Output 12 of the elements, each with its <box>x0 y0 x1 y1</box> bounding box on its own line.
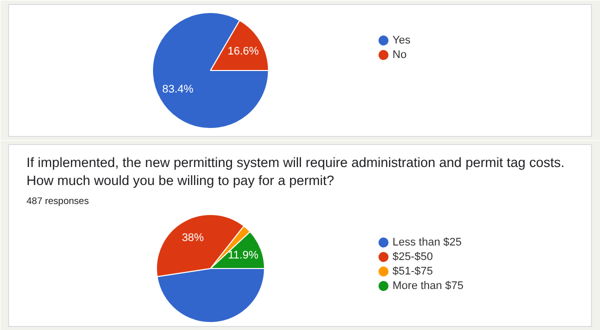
legend-label: Less than $25 <box>392 236 462 248</box>
chart-title: If implemented, the new permitting system will require administration and permit tag costs. How much would you be willing to pay for a permit? <box>26 155 564 188</box>
data-label: 11.9% <box>228 250 259 262</box>
legend-label: No <box>392 49 407 61</box>
legend-label: $51-$75 <box>392 266 433 278</box>
legend-label: $25-$50 <box>392 251 433 263</box>
legend-label: Yes <box>392 34 411 46</box>
legend-label: More than $75 <box>392 280 464 292</box>
text: 487 responses <box>26 196 90 207</box>
data-label: 38% <box>182 232 204 244</box>
data-label: 16.6% <box>228 46 260 58</box>
data-label: 83.4% <box>162 83 194 96</box>
